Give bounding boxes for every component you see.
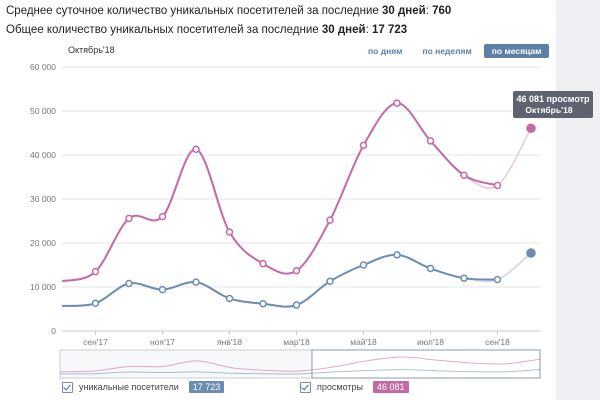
navigator-series: [59, 356, 541, 373]
data-point: [493, 181, 502, 190]
data-point: [426, 264, 435, 273]
data-point: [158, 212, 167, 221]
tooltip-value: 46 081 просмотр: [516, 94, 590, 104]
y-tick-label: 30 000: [30, 194, 56, 204]
x-tick-label: мар'18: [283, 337, 310, 347]
data-point: [292, 266, 301, 275]
data-point: [259, 299, 267, 308]
data-point: [259, 259, 267, 268]
data-point: [125, 279, 133, 288]
data-point: [158, 285, 167, 294]
series-line-views: [61, 102, 498, 283]
y-tick-label: 60 000: [30, 62, 56, 72]
tab-by-months[interactable]: по месяцам: [483, 44, 550, 58]
data-point: [326, 216, 334, 224]
views-checkbox[interactable]: [300, 381, 311, 393]
right-gutter: [556, 0, 600, 400]
x-tick-label: июл'18: [417, 337, 444, 347]
data-point: [292, 301, 301, 309]
x-tick-label: сен'18: [485, 337, 510, 347]
total-visitors-value: 17 723: [371, 24, 408, 36]
x-tick-label: ноя'17: [150, 337, 175, 347]
tooltip-box: [513, 91, 593, 118]
data-point: [359, 261, 368, 269]
data-point: [426, 137, 435, 145]
y-tick-label: 0: [51, 326, 56, 336]
avg-daily-visitors-line: Среднее суточное количество уникальных п…: [6, 5, 452, 17]
y-axis: 0 10 000 20 000 30 000 40 000 50 000 60 000: [30, 62, 56, 336]
data-point: [359, 141, 368, 150]
data-point: [91, 267, 100, 276]
data-point: [125, 214, 133, 223]
legend-item-visitors[interactable]: уникальные посетители 17 723: [62, 381, 300, 393]
total-visitors-line: Общее количество уникальных посетителей …: [6, 24, 408, 36]
legend: уникальные посетители 17 723 просмотры 4…: [62, 381, 409, 393]
period-tabs: по дням по неделям по месяцам: [360, 44, 550, 58]
tab-by-weeks[interactable]: по неделям: [422, 46, 472, 56]
navigator-series: [59, 369, 541, 375]
y-tick-label: 20 000: [30, 238, 56, 248]
series: [61, 99, 536, 309]
avg-daily-visitors-value: 760: [432, 5, 452, 17]
data-point: [393, 251, 401, 259]
tooltip: 46 081 просмотр Октябрь'18: [513, 91, 593, 118]
views-badge: 46 081: [372, 381, 409, 393]
tab-by-days[interactable]: по дням: [368, 46, 403, 56]
data-point: [326, 277, 334, 286]
y-tick-label: 10 000: [30, 282, 56, 292]
stats-summary: Среднее суточное количество уникальных п…: [6, 2, 451, 40]
x-tick-label: сен'17: [83, 337, 108, 347]
data-point: [225, 228, 234, 236]
visitors-badge: 17 723: [188, 381, 225, 393]
data-point: [526, 123, 536, 133]
y-tick-label: 40 000: [30, 150, 56, 160]
grid: [62, 66, 541, 332]
range-navigator[interactable]: [59, 349, 541, 379]
data-point: [192, 278, 200, 286]
x-tick-label: май'18: [350, 337, 377, 347]
data-point: [526, 248, 536, 258]
data-point: [225, 294, 234, 303]
tooltip-period: Октябрь'18: [525, 105, 572, 115]
data-point: [493, 275, 502, 284]
data-point: [91, 299, 100, 308]
x-axis: сен'17 ноя'17 янв'18 мар'18 май'18 июл'18 сен'…: [62, 330, 541, 347]
data-point: [460, 274, 468, 282]
period-label: Октябрь'18: [68, 45, 115, 55]
x-tick-label: янв'18: [217, 337, 242, 347]
data-point: [460, 171, 468, 179]
data-point: [192, 145, 200, 154]
data-point: [393, 99, 401, 107]
visitors-checkbox[interactable]: [62, 381, 73, 393]
legend-item-views[interactable]: просмотры 46 081: [300, 381, 409, 393]
y-tick-label: 50 000: [30, 106, 56, 116]
